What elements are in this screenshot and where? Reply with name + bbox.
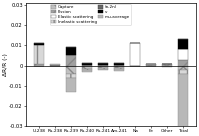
Bar bbox=[66, 78, 76, 92]
Bar bbox=[50, 65, 60, 66]
Bar bbox=[82, 69, 92, 70]
Bar bbox=[178, 66, 188, 70]
Bar bbox=[114, 69, 124, 71]
Bar bbox=[98, 68, 108, 69]
Bar bbox=[66, 47, 76, 55]
Bar bbox=[178, 49, 188, 60]
Bar bbox=[114, 66, 124, 68]
Bar bbox=[130, 43, 140, 66]
Y-axis label: ΔR/R (-): ΔR/R (-) bbox=[3, 53, 8, 76]
Bar bbox=[114, 63, 124, 65]
Bar bbox=[34, 64, 44, 66]
Bar bbox=[34, 45, 44, 64]
Bar bbox=[146, 64, 156, 65]
Bar bbox=[34, 43, 44, 45]
Legend: Capture, Fission, Elastic scattering, Inelastic scattering, (n,2n), v, mu-averag: Capture, Fission, Elastic scattering, In… bbox=[50, 4, 131, 25]
Bar bbox=[162, 64, 173, 66]
Bar bbox=[178, 74, 188, 130]
Bar bbox=[82, 65, 92, 66]
Bar bbox=[178, 70, 188, 74]
Bar bbox=[66, 66, 76, 74]
Bar bbox=[66, 74, 76, 78]
Bar bbox=[162, 66, 173, 67]
Bar bbox=[98, 66, 108, 68]
Bar bbox=[98, 69, 108, 70]
Bar bbox=[82, 63, 92, 65]
Bar bbox=[98, 65, 108, 66]
Bar bbox=[178, 60, 188, 66]
Bar bbox=[66, 55, 76, 66]
Bar bbox=[82, 66, 92, 69]
Bar bbox=[50, 64, 60, 65]
Bar bbox=[98, 63, 108, 65]
Bar bbox=[178, 39, 188, 49]
Bar bbox=[82, 70, 92, 72]
Bar bbox=[114, 68, 124, 69]
Bar bbox=[114, 65, 124, 66]
Bar bbox=[146, 65, 156, 66]
